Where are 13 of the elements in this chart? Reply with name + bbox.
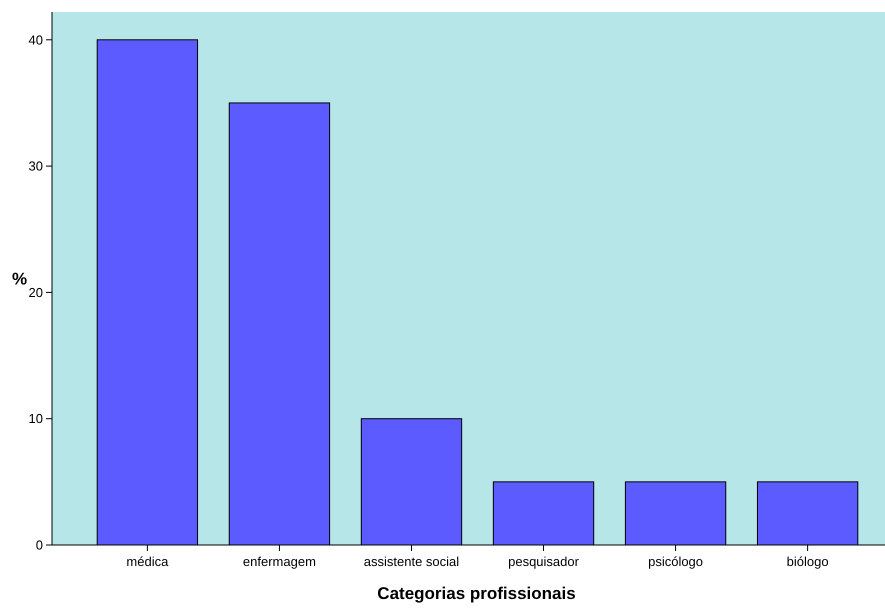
x-tick-label: pesquisador <box>508 554 580 569</box>
x-axis-title: Categorias profissionais <box>377 584 576 603</box>
y-tick-label: 40 <box>28 32 43 48</box>
x-tick-label: biólogo <box>786 554 829 569</box>
x-tick-label: médica <box>126 554 170 569</box>
y-axis-title: % <box>12 269 28 288</box>
y-tick-label: 20 <box>28 284 43 300</box>
x-tick-label: enfermagem <box>242 554 316 569</box>
y-tick-label: 30 <box>28 158 43 174</box>
y-tick-label: 10 <box>28 411 43 426</box>
x-tick-label: assistente social <box>364 554 460 569</box>
x-tick-label: psicólogo <box>648 554 704 569</box>
y-tick-label: 0 <box>36 538 43 553</box>
